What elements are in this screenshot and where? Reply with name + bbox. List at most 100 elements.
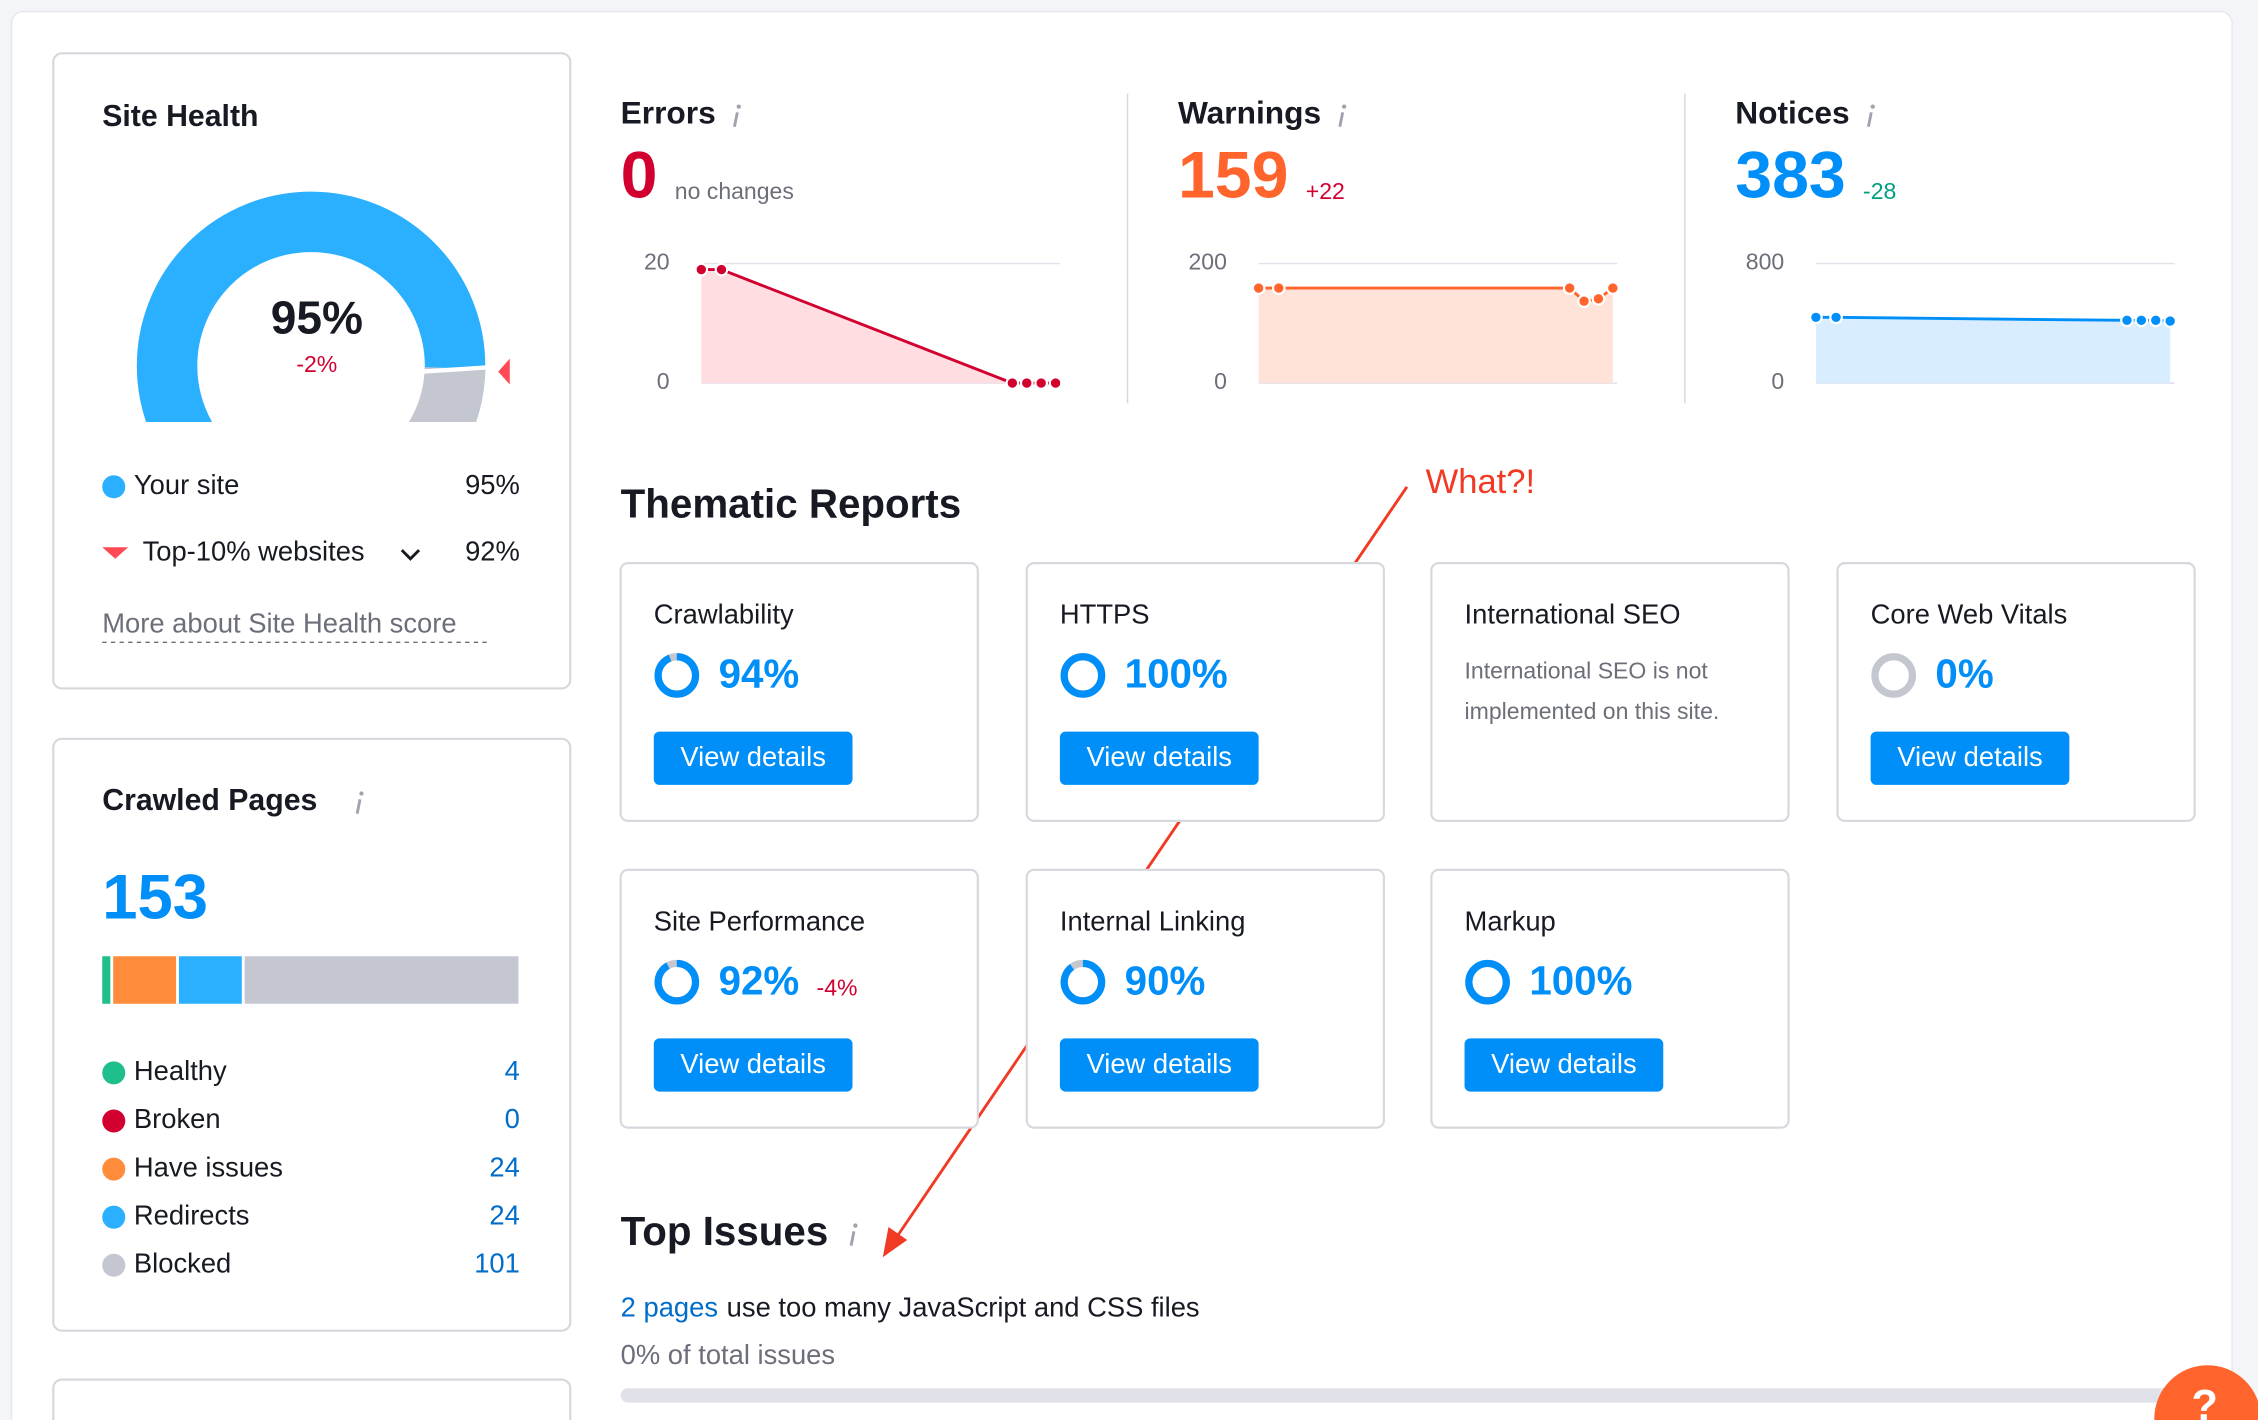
legend-value[interactable]: 24: [489, 1199, 519, 1230]
legend-dot: [102, 1061, 126, 1085]
crawled-pages-card: [52, 737, 572, 1332]
legend-label: Blocked: [134, 1248, 231, 1279]
view-details-button[interactable]: [653, 1038, 853, 1092]
score-ring: [654, 653, 700, 698]
report-name: Internal Linking: [1060, 905, 1246, 936]
report-score: 100%: [1529, 957, 1632, 1003]
legend-value[interactable]: 101: [474, 1248, 520, 1279]
area: [1258, 288, 1613, 384]
button-label[interactable]: View details: [680, 741, 826, 772]
button-label[interactable]: View details: [1086, 1048, 1232, 1079]
dropdown-chevron[interactable]: [400, 549, 421, 561]
view-details-button[interactable]: [1059, 731, 1259, 785]
annotation: What?!: [1426, 463, 1535, 501]
issue-count[interactable]: 0: [621, 139, 658, 213]
issue-title: Notices: [1735, 95, 1849, 131]
report-name: Site Performance: [654, 905, 865, 936]
point: [1005, 376, 1020, 390]
legend-label: Broken: [134, 1103, 221, 1134]
button-label[interactable]: View details: [1491, 1048, 1637, 1079]
y-tick-label: 20: [644, 249, 670, 275]
view-details-button[interactable]: [1464, 1038, 1664, 1092]
area: [701, 269, 1056, 384]
report-name: HTTPS: [1060, 599, 1150, 630]
score-ring: [1060, 959, 1106, 1005]
button-label[interactable]: View details: [1086, 741, 1232, 772]
bar-segment: [102, 956, 111, 1004]
gauge-marker: [423, 365, 490, 374]
view-details-button[interactable]: [1870, 731, 2070, 785]
card-title: Crawled Pages: [102, 784, 317, 817]
issue-bar: [620, 1388, 2175, 1403]
point: [714, 262, 729, 277]
top10-marker: [498, 358, 510, 385]
info-icon-dot: [1870, 104, 1875, 109]
legend-value[interactable]: 4: [505, 1055, 520, 1086]
report-description: implemented on this site.: [1465, 698, 1720, 724]
point: [694, 262, 709, 277]
y-tick-label: 0: [1214, 368, 1227, 394]
report-card: [1430, 562, 1790, 822]
view-details-button[interactable]: [653, 731, 853, 785]
legend-label: Redirects: [134, 1199, 250, 1230]
info-icon: [733, 112, 739, 128]
info-icon-dot: [1341, 104, 1347, 109]
arrow-head: [882, 1226, 908, 1258]
info-icon: [1338, 112, 1345, 128]
button-label[interactable]: View details: [680, 1048, 826, 1079]
report-score: 90%: [1125, 957, 1206, 1003]
help-icon[interactable]: ?: [2192, 1382, 2218, 1420]
y-tick-label: 0: [657, 368, 670, 394]
section-title: Top Issues: [621, 1208, 829, 1254]
report-change: -4%: [817, 974, 858, 1000]
point: [2163, 314, 2177, 328]
help-button[interactable]: [2154, 1365, 2258, 1420]
issue-link[interactable]: 2 pages: [621, 1291, 718, 1322]
crawled-total[interactable]: 153: [102, 862, 208, 932]
legend-value[interactable]: 0: [505, 1103, 520, 1134]
point: [1577, 294, 1591, 309]
button-label[interactable]: View details: [1897, 741, 2043, 772]
report-name: Crawlability: [654, 599, 794, 630]
view-details-button[interactable]: [1059, 1038, 1259, 1092]
issue-count[interactable]: 159: [1178, 139, 1289, 213]
legend-label[interactable]: Top-10% websites: [143, 535, 365, 566]
y-tick-label: 800: [1746, 249, 1784, 275]
legend-label: Have issues: [134, 1151, 283, 1182]
legend-value[interactable]: 24: [489, 1151, 519, 1182]
legend-dot: [102, 1253, 126, 1277]
legend-label: Healthy: [134, 1055, 227, 1086]
point: [2120, 313, 2134, 328]
area: [1815, 317, 2171, 384]
y-tick-label: 0: [1771, 368, 1784, 394]
y-tick-label: 200: [1188, 249, 1226, 275]
info-icon-dot: [736, 104, 741, 109]
point: [1809, 310, 1823, 325]
link[interactable]: More about Site Health score: [102, 607, 456, 638]
legend-value: 92%: [465, 535, 520, 566]
issue-count[interactable]: 383: [1735, 139, 1846, 213]
score-change: -2%: [296, 351, 337, 377]
info-icon: [849, 1231, 856, 1246]
score-ring: [654, 959, 700, 1005]
score: 95%: [271, 291, 363, 343]
point: [1606, 281, 1620, 295]
site-health-card: [52, 52, 572, 690]
legend-dot: [102, 1157, 126, 1181]
report-name: Core Web Vitals: [1871, 599, 2068, 630]
legend-dot: [102, 1109, 126, 1133]
point: [1591, 292, 1606, 306]
report-name: International SEO: [1465, 599, 1681, 630]
gauge: [136, 191, 490, 422]
score-ring: [1465, 959, 1510, 1005]
report-score: 0%: [1935, 651, 1993, 697]
info-icon-dot: [853, 1223, 858, 1228]
legend-marker: [102, 547, 129, 559]
point: [1271, 281, 1286, 295]
issue-change: -28: [1863, 178, 1896, 204]
bar-segment: [244, 956, 519, 1004]
point: [2134, 313, 2149, 328]
issue-change: +22: [1306, 178, 1345, 204]
